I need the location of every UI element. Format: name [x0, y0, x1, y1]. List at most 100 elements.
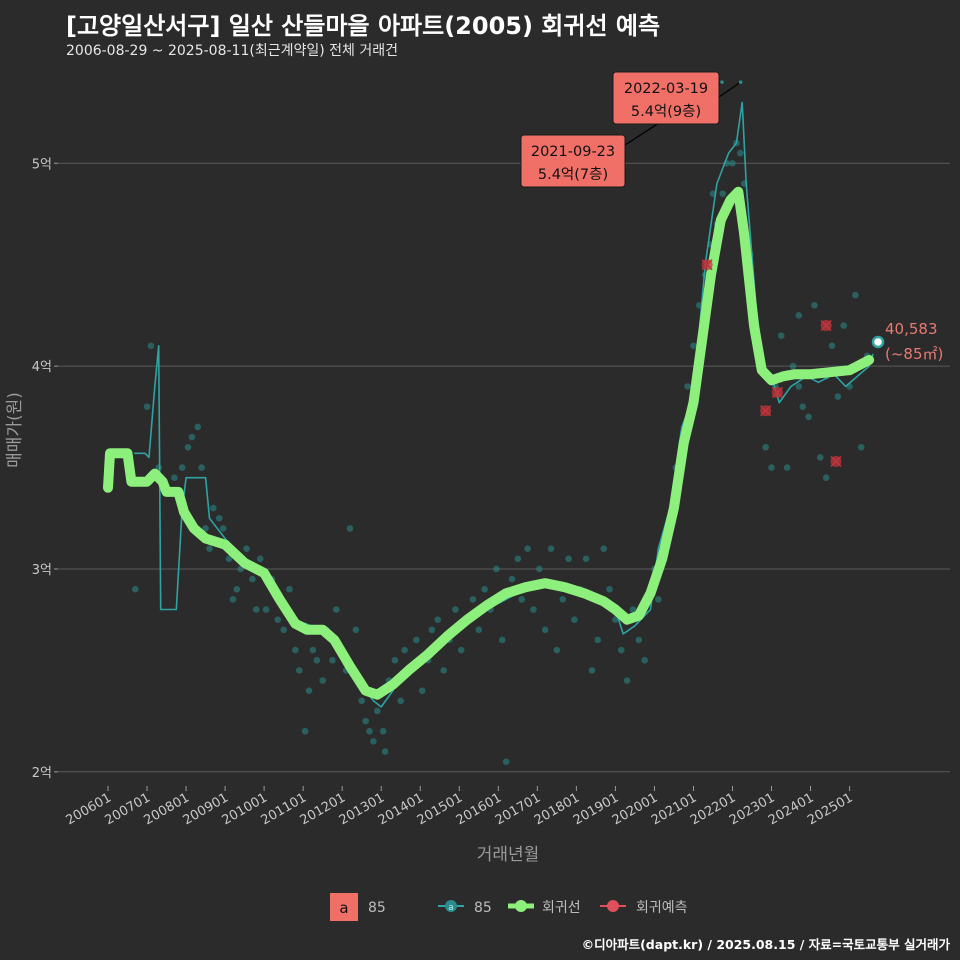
- scatter-point: [362, 717, 369, 725]
- end-label-group: 40,583 (~85㎡): [871, 320, 943, 363]
- scatter-point: [243, 545, 250, 552]
- forecast-marker: [760, 405, 772, 417]
- scatter-point: [262, 606, 270, 613]
- scatter-point: [588, 667, 596, 674]
- y-tick-label: 5억: [32, 157, 52, 172]
- scatter-point: [594, 636, 602, 644]
- scatter-point: [762, 443, 769, 451]
- scatter-point: [274, 616, 282, 623]
- scatter-point: [178, 464, 186, 471]
- page-subtitle: 2006-08-29 ~ 2025-08-11(최근계약일) 전체 거래건: [66, 43, 398, 59]
- scatter-point: [777, 332, 785, 339]
- forecast-marker: [771, 386, 783, 399]
- legend-label-regression: 회귀선: [542, 900, 581, 916]
- callout-box: [520, 134, 626, 188]
- scatter-point: [143, 403, 151, 410]
- scatter-point: [457, 646, 465, 654]
- callout-date: 2022-03-19: [624, 81, 708, 97]
- scatter-point: [828, 342, 836, 350]
- trade-line-layer: [134, 101, 874, 708]
- x-axis-title: 거래년월: [477, 845, 540, 865]
- scatter-point: [655, 596, 662, 603]
- legend-label-trade-line: 85: [474, 900, 492, 916]
- legend-trade-line-icon: a: [438, 900, 464, 913]
- scatter-point: [530, 606, 537, 613]
- scatter-point: [329, 656, 336, 664]
- scatter-point: [434, 616, 442, 623]
- scatter-point: [857, 443, 865, 451]
- scatter-point: [799, 403, 807, 410]
- scatter-point: [719, 190, 727, 198]
- scatter-point: [582, 555, 590, 563]
- scatter-point: [313, 656, 321, 664]
- scatter-point: [198, 464, 205, 471]
- callout-price: 5.4억(7층): [538, 166, 608, 183]
- scatter-point: [469, 596, 477, 603]
- scatter-point: [366, 727, 373, 735]
- legend-label-forecast: 회귀예측: [636, 900, 688, 916]
- scatter-point: [301, 727, 309, 735]
- callout-leader: [718, 81, 742, 98]
- scatter-point: [789, 362, 797, 370]
- scatter-point: [629, 606, 637, 613]
- scatter-point: [215, 514, 223, 522]
- scatter-point: [379, 727, 387, 735]
- scatter-point: [184, 443, 192, 451]
- scatter-point: [623, 677, 631, 684]
- scatter-point: [413, 636, 420, 644]
- scatter-point: [768, 464, 775, 471]
- callout-1: 2021-09-23 5.4억(7층): [520, 80, 724, 188]
- source-caption: ©디아파트(dapt.kr) / 2025.08.15 / 자료=국토교통부 실…: [581, 937, 950, 952]
- scatter-point: [852, 291, 859, 299]
- scatter-point: [309, 646, 317, 654]
- scatter-point: [783, 464, 791, 471]
- scatter-point: [547, 545, 555, 552]
- y-axis-title: 매매가(원): [5, 392, 25, 468]
- scatter-point: [295, 667, 303, 674]
- scatter-point: [502, 758, 510, 765]
- scatter-point: [600, 545, 607, 552]
- scatter-point: [822, 474, 830, 481]
- scatter-point: [795, 383, 803, 390]
- callouts: 2021-09-23 5.4억(7층) 2022-03-19 5.4억(9층): [520, 71, 743, 188]
- y-tick-label: 2억: [32, 766, 52, 781]
- scatter-point: [219, 525, 227, 532]
- scatter-point: [606, 585, 613, 593]
- scatter-point: [535, 565, 543, 573]
- grid-lines: [58, 162, 950, 773]
- scatter-point: [188, 433, 196, 441]
- scatter-point: [210, 504, 217, 512]
- scatter-point: [292, 646, 299, 654]
- scatter-point: [391, 656, 399, 664]
- scatter-point: [381, 748, 389, 755]
- scatter-point: [635, 636, 643, 644]
- scatter-point: [202, 525, 209, 532]
- scatter-point: [319, 677, 326, 684]
- scatter-point: [206, 545, 213, 552]
- callout-point: [720, 80, 724, 84]
- regression-layer: [103, 186, 875, 700]
- legend-regression-icon: [508, 900, 534, 912]
- scatter-point: [194, 423, 202, 431]
- legend-key-box: [330, 893, 358, 921]
- scatter-point: [612, 616, 619, 623]
- forecast-marker: [820, 319, 832, 332]
- scatter-point: [132, 585, 139, 593]
- end-label-unit: (~85㎡): [885, 345, 943, 363]
- legend-label-text-key: 85: [368, 900, 386, 916]
- scatter-point: [481, 585, 488, 593]
- scatter-point: [440, 667, 447, 674]
- y-tick-label: 3억: [32, 563, 52, 578]
- callout-price: 5.4억(9층): [631, 103, 701, 120]
- scatter-point: [346, 525, 354, 532]
- callout-date: 2021-09-23: [531, 144, 615, 160]
- scatter-point: [358, 697, 365, 705]
- scatter-point: [286, 585, 293, 593]
- scatter-point: [428, 626, 436, 634]
- scatter-point: [370, 738, 377, 745]
- scatter-point: [475, 626, 483, 634]
- scatter-point: [233, 585, 241, 593]
- scatter-point: [225, 555, 233, 563]
- scatter-point: [617, 646, 625, 654]
